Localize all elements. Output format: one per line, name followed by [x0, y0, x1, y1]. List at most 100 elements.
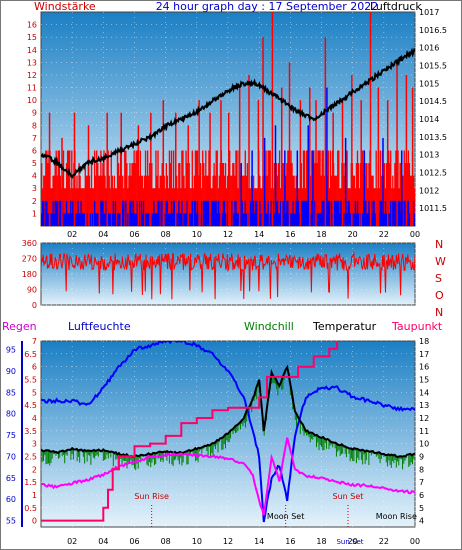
gust-bar	[63, 188, 66, 226]
gust-bar	[349, 188, 351, 226]
wind-bar	[76, 213, 78, 226]
gust-bar	[218, 175, 220, 226]
wind-bar	[245, 213, 247, 226]
wind-bar	[211, 200, 213, 226]
gust-bar	[159, 175, 161, 226]
wind-bar	[64, 213, 67, 226]
gust-bar	[203, 163, 205, 226]
wind-x-tick-label: 10	[192, 230, 202, 239]
wind-bar	[118, 213, 121, 226]
wind-bar	[283, 200, 285, 226]
wind-bar	[395, 200, 397, 226]
gust-bar	[232, 163, 234, 226]
gust-bar	[165, 163, 168, 226]
gust-bar	[181, 150, 183, 226]
gust-spike	[48, 112, 51, 226]
gust-bar	[196, 150, 199, 226]
wind-bar	[155, 213, 157, 226]
temp-x-tick-label: 04	[98, 537, 108, 546]
wind-bar	[365, 200, 367, 226]
gust-bar	[65, 163, 68, 226]
wind-bar	[178, 200, 180, 226]
gust-bar	[168, 150, 171, 226]
wind-bar	[392, 200, 394, 226]
gust-bar	[82, 188, 84, 226]
gust-bar	[353, 175, 356, 226]
gust-bar	[277, 163, 280, 226]
humidity-tick-label: 85	[6, 388, 16, 397]
gust-spike	[351, 74, 353, 226]
wind-bar	[394, 200, 396, 226]
gust-spike	[73, 112, 76, 226]
gust-bar	[305, 150, 308, 226]
gust-bar	[404, 163, 406, 226]
gust-bar	[172, 150, 175, 226]
gust-bar	[253, 188, 256, 226]
wind-bar	[335, 200, 337, 226]
temp-x-tick-label: 18	[316, 537, 326, 546]
gust-bar	[58, 150, 60, 226]
wind-x-tick-label: 12	[223, 230, 233, 239]
pressure-tick-label: 1015	[419, 79, 439, 88]
gust-bar	[394, 163, 396, 226]
gust-spike	[324, 37, 327, 226]
wind-bar	[379, 200, 382, 226]
gust-bar	[395, 150, 397, 226]
wind-bar	[292, 200, 294, 226]
wind-bar	[144, 213, 147, 226]
gust-bar	[391, 188, 393, 226]
gust-bar	[108, 175, 110, 226]
wind-bar	[177, 213, 179, 226]
gust-bar	[298, 188, 300, 226]
gust-bar	[316, 163, 318, 226]
wind-bar	[80, 200, 82, 226]
wind-bar	[191, 200, 193, 226]
humidity-tick-label: 70	[6, 452, 16, 461]
wind-bar	[109, 213, 111, 226]
wind-bar	[112, 200, 115, 226]
gust-bar	[245, 175, 247, 226]
wind-bar	[206, 200, 208, 226]
temp-tick-label: 6	[419, 491, 424, 500]
compass-label: N	[435, 238, 443, 251]
wind-bar	[83, 213, 85, 226]
temperature-line	[41, 364, 415, 459]
gust-bar	[167, 188, 170, 226]
gust-bar	[144, 150, 147, 226]
gust-bar	[151, 163, 153, 226]
wind-x-tick-label: 08	[161, 230, 171, 239]
wind-bar	[89, 213, 92, 226]
wind-bar	[282, 200, 284, 226]
gust-bar	[64, 188, 67, 226]
gust-spike	[220, 100, 222, 226]
legend-regen: Regen	[2, 320, 37, 333]
gust-spike	[411, 87, 414, 226]
wind-bar	[168, 213, 171, 226]
gust-bar	[302, 150, 305, 226]
gust-bar	[117, 163, 120, 226]
gust-bar	[46, 150, 48, 226]
wind-bar	[343, 213, 345, 226]
wind-bar	[406, 200, 409, 226]
gust-bar	[182, 150, 184, 226]
gust-bar	[51, 188, 53, 226]
gust-bar	[278, 150, 281, 226]
gust-bar	[311, 150, 313, 226]
wind-bar	[111, 213, 113, 226]
wind-bar	[367, 213, 369, 226]
gust-spike	[271, 12, 274, 226]
wind-bar	[276, 200, 279, 226]
wind-bar	[384, 200, 387, 226]
wind-bar	[235, 200, 237, 226]
wind-bar	[181, 200, 183, 226]
wind-bar	[294, 213, 296, 226]
wind-bar	[301, 200, 304, 226]
gust-bar	[383, 163, 386, 226]
gust-bar	[273, 163, 276, 226]
wind-bar	[153, 200, 155, 226]
sun_rise-label: Sun Rise	[134, 492, 169, 501]
wind-bar	[65, 200, 68, 226]
gust-bar	[329, 150, 332, 226]
wind-x-tick-label: 16	[285, 230, 295, 239]
temp-tick-label: 7	[419, 478, 424, 487]
